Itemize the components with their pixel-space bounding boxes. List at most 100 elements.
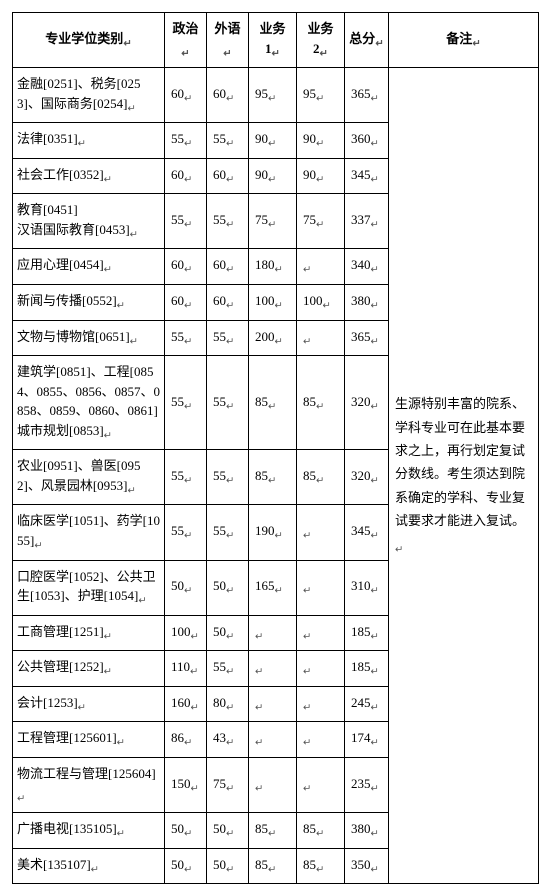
- cell-biz1: 100↵: [249, 285, 297, 321]
- cell-politics: 60↵: [165, 285, 207, 321]
- cell-biz2: ↵: [297, 320, 345, 356]
- cell-total: 360↵: [345, 123, 389, 159]
- cell-foreign: 60↵: [207, 285, 249, 321]
- cell-biz1: 165↵: [249, 560, 297, 615]
- cell-politics: 55↵: [165, 505, 207, 560]
- cell-total: 310↵: [345, 560, 389, 615]
- cell-foreign: 50↵: [207, 560, 249, 615]
- cell-biz2: ↵: [297, 722, 345, 758]
- cell-category: 工商管理[1251]↵: [13, 615, 165, 651]
- cell-foreign: 60↵: [207, 68, 249, 123]
- header-foreign: 外语↵: [207, 13, 249, 68]
- header-remark: 备注↵: [389, 13, 539, 68]
- cell-biz1: ↵: [249, 722, 297, 758]
- header-politics: 政治↵: [165, 13, 207, 68]
- table-row: 金融[0251]、税务[0253]、国际商务[0254]↵60↵60↵95↵95…: [13, 68, 539, 123]
- cell-total: 174↵: [345, 722, 389, 758]
- cell-politics: 55↵: [165, 194, 207, 249]
- cell-politics: 55↵: [165, 123, 207, 159]
- cell-biz2: 85↵: [297, 848, 345, 884]
- cell-politics: 50↵: [165, 848, 207, 884]
- cell-biz1: 95↵: [249, 68, 297, 123]
- cell-category: 物流工程与管理[125604]↵: [13, 758, 165, 813]
- cell-biz2: 90↵: [297, 123, 345, 159]
- cell-remark: 生源特别丰富的院系、学科专业可在此基本要求之上，再行划定复试分数线。考生须达到院…: [389, 68, 539, 884]
- score-table: 专业学位类别↵ 政治↵ 外语↵ 业务 1↵ 业务 2↵ 总分↵ 备注↵ 金融[0…: [12, 12, 539, 884]
- cell-total: 185↵: [345, 615, 389, 651]
- cell-category: 农业[0951]、兽医[0952]、风景园林[0953]↵: [13, 450, 165, 505]
- header-row: 专业学位类别↵ 政治↵ 外语↵ 业务 1↵ 业务 2↵ 总分↵ 备注↵: [13, 13, 539, 68]
- cell-politics: 150↵: [165, 758, 207, 813]
- cell-biz2: ↵: [297, 560, 345, 615]
- cell-category: 公共管理[1252]↵: [13, 651, 165, 687]
- header-category: 专业学位类别↵: [13, 13, 165, 68]
- cell-foreign: 55↵: [207, 505, 249, 560]
- cell-biz2: ↵: [297, 615, 345, 651]
- cell-total: 185↵: [345, 651, 389, 687]
- cell-biz1: ↵: [249, 758, 297, 813]
- cell-biz1: 85↵: [249, 450, 297, 505]
- cell-biz2: ↵: [297, 249, 345, 285]
- header-biz1: 业务 1↵: [249, 13, 297, 68]
- cell-biz2: ↵: [297, 505, 345, 560]
- cell-total: 345↵: [345, 158, 389, 194]
- cell-total: 340↵: [345, 249, 389, 285]
- cell-total: 245↵: [345, 686, 389, 722]
- cell-biz2: ↵: [297, 686, 345, 722]
- cell-total: 380↵: [345, 813, 389, 849]
- cell-biz1: ↵: [249, 615, 297, 651]
- cell-biz2: 90↵: [297, 158, 345, 194]
- cell-total: 365↵: [345, 320, 389, 356]
- cell-foreign: 55↵: [207, 194, 249, 249]
- cell-category: 工程管理[125601]↵: [13, 722, 165, 758]
- cell-biz1: ↵: [249, 686, 297, 722]
- table-body: 金融[0251]、税务[0253]、国际商务[0254]↵60↵60↵95↵95…: [13, 68, 539, 884]
- cell-foreign: 55↵: [207, 123, 249, 159]
- cell-biz1: 75↵: [249, 194, 297, 249]
- cell-politics: 60↵: [165, 68, 207, 123]
- cell-category: 建筑学[0851]、工程[0854、0855、0856、0857、0858、08…: [13, 356, 165, 450]
- cell-foreign: 55↵: [207, 320, 249, 356]
- cell-category: 应用心理[0454]↵: [13, 249, 165, 285]
- cell-category: 新闻与传播[0552]↵: [13, 285, 165, 321]
- cell-biz1: 190↵: [249, 505, 297, 560]
- cell-biz1: 85↵: [249, 813, 297, 849]
- cell-biz2: 85↵: [297, 356, 345, 450]
- cell-foreign: 50↵: [207, 615, 249, 651]
- cell-foreign: 50↵: [207, 848, 249, 884]
- cell-biz1: 85↵: [249, 848, 297, 884]
- cell-politics: 160↵: [165, 686, 207, 722]
- cell-foreign: 60↵: [207, 158, 249, 194]
- cell-biz2: 75↵: [297, 194, 345, 249]
- cell-biz2: ↵: [297, 651, 345, 687]
- cell-biz1: 90↵: [249, 123, 297, 159]
- cell-politics: 60↵: [165, 158, 207, 194]
- cell-total: 235↵: [345, 758, 389, 813]
- cell-foreign: 43↵: [207, 722, 249, 758]
- cell-politics: 50↵: [165, 813, 207, 849]
- cell-category: 金融[0251]、税务[0253]、国际商务[0254]↵: [13, 68, 165, 123]
- cell-category: 广播电视[135105]↵: [13, 813, 165, 849]
- cell-total: 365↵: [345, 68, 389, 123]
- cell-foreign: 60↵: [207, 249, 249, 285]
- cell-total: 345↵: [345, 505, 389, 560]
- cell-category: 口腔医学[1052]、公共卫生[1053]、护理[1054]↵: [13, 560, 165, 615]
- cell-total: 320↵: [345, 450, 389, 505]
- cell-biz1: 90↵: [249, 158, 297, 194]
- cell-biz2: 85↵: [297, 450, 345, 505]
- cell-biz2: ↵: [297, 758, 345, 813]
- cell-biz1: 180↵: [249, 249, 297, 285]
- cell-category: 美术[135107]↵: [13, 848, 165, 884]
- cell-category: 会计[1253]↵: [13, 686, 165, 722]
- cell-category: 文物与博物馆[0651]↵: [13, 320, 165, 356]
- cell-politics: 55↵: [165, 320, 207, 356]
- cell-category: 临床医学[1051]、药学[1055]↵: [13, 505, 165, 560]
- header-total: 总分↵: [345, 13, 389, 68]
- cell-politics: 110↵: [165, 651, 207, 687]
- cell-total: 320↵: [345, 356, 389, 450]
- cell-biz1: 85↵: [249, 356, 297, 450]
- cell-biz2: 100↵: [297, 285, 345, 321]
- cell-politics: 86↵: [165, 722, 207, 758]
- cell-total: 380↵: [345, 285, 389, 321]
- cell-total: 337↵: [345, 194, 389, 249]
